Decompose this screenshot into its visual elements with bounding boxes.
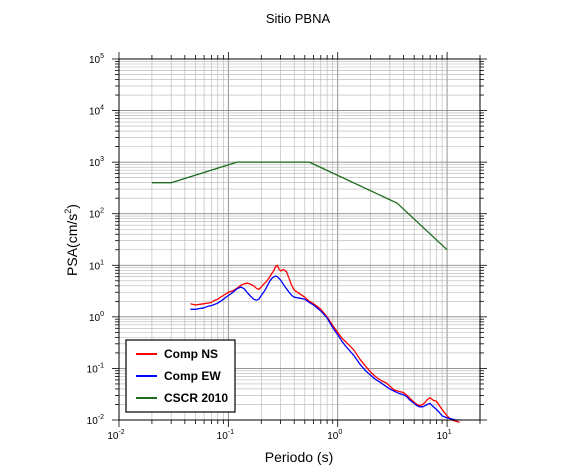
- y-tick-label-exponent: -1: [98, 362, 104, 369]
- y-tick-label: 105: [89, 53, 104, 66]
- y-tick-label-base: 10: [89, 313, 101, 324]
- series-line-2: [151, 161, 448, 251]
- y-tick-label-exponent: 0: [100, 311, 104, 318]
- x-tick-label-exponent: -1: [228, 429, 234, 436]
- y-tick-label: 100: [89, 311, 104, 324]
- x-tick-label-exponent: -2: [118, 429, 124, 436]
- y-axis-label-close: ): [64, 204, 80, 209]
- y-tick-label-base: 10: [89, 261, 101, 272]
- y-axis-label-base: PSA(cm/s: [64, 214, 80, 276]
- y-tick-label: 10-2: [87, 414, 104, 427]
- series-line-1: [190, 275, 460, 421]
- x-tick-label-exponent: 0: [338, 429, 342, 436]
- y-axis-label: PSA(cm/s2): [63, 204, 80, 276]
- x-tick-label: 101: [437, 429, 452, 442]
- x-tick-label-exponent: 1: [448, 429, 452, 436]
- x-tick-label-base: 10: [107, 431, 119, 442]
- y-tick-label-base: 10: [89, 107, 101, 118]
- y-tick-label-base: 10: [89, 210, 101, 221]
- x-axis-label: Periodo (s): [265, 449, 333, 465]
- x-tick-label: 10-2: [107, 429, 124, 442]
- legend-label-ns: Comp NS: [164, 347, 218, 361]
- y-tick-label-exponent: 1: [100, 259, 104, 266]
- y-tick-label-exponent: 5: [100, 53, 104, 60]
- y-tick-label: 104: [89, 105, 104, 118]
- y-tick-label-base: 10: [89, 158, 101, 169]
- y-tick-label-exponent: 4: [100, 105, 104, 112]
- plot-frame: [118, 58, 481, 421]
- y-tick-label-exponent: 3: [100, 156, 104, 163]
- y-tick-label-base: 10: [87, 364, 99, 375]
- series-line-0: [190, 264, 460, 424]
- legend-label-cscr: CSCR 2010: [164, 391, 228, 405]
- x-tick-label-base: 10: [217, 431, 229, 442]
- x-tick-label: 100: [327, 429, 342, 442]
- y-tick-label: 10-1: [87, 362, 104, 375]
- plot-area: [151, 161, 460, 424]
- x-tick-label: 10-1: [217, 429, 234, 442]
- legend-label-ew: Comp EW: [164, 369, 221, 383]
- y-tick-label: 103: [89, 156, 104, 169]
- y-tick-label-exponent: -2: [98, 414, 104, 421]
- y-axis-label-superscript: 2: [63, 209, 73, 214]
- y-tick-label: 101: [89, 259, 104, 272]
- y-tick-label: 102: [89, 208, 104, 221]
- y-tick-label-exponent: 2: [100, 208, 104, 215]
- y-tick-label-base: 10: [87, 416, 99, 427]
- y-tick-label-base: 10: [89, 55, 101, 66]
- x-tick-label-base: 10: [437, 431, 449, 442]
- chart-title: Sitio PBNA: [266, 11, 331, 26]
- legend: Comp NS Comp EW CSCR 2010: [125, 339, 236, 413]
- x-tick-label-base: 10: [327, 431, 339, 442]
